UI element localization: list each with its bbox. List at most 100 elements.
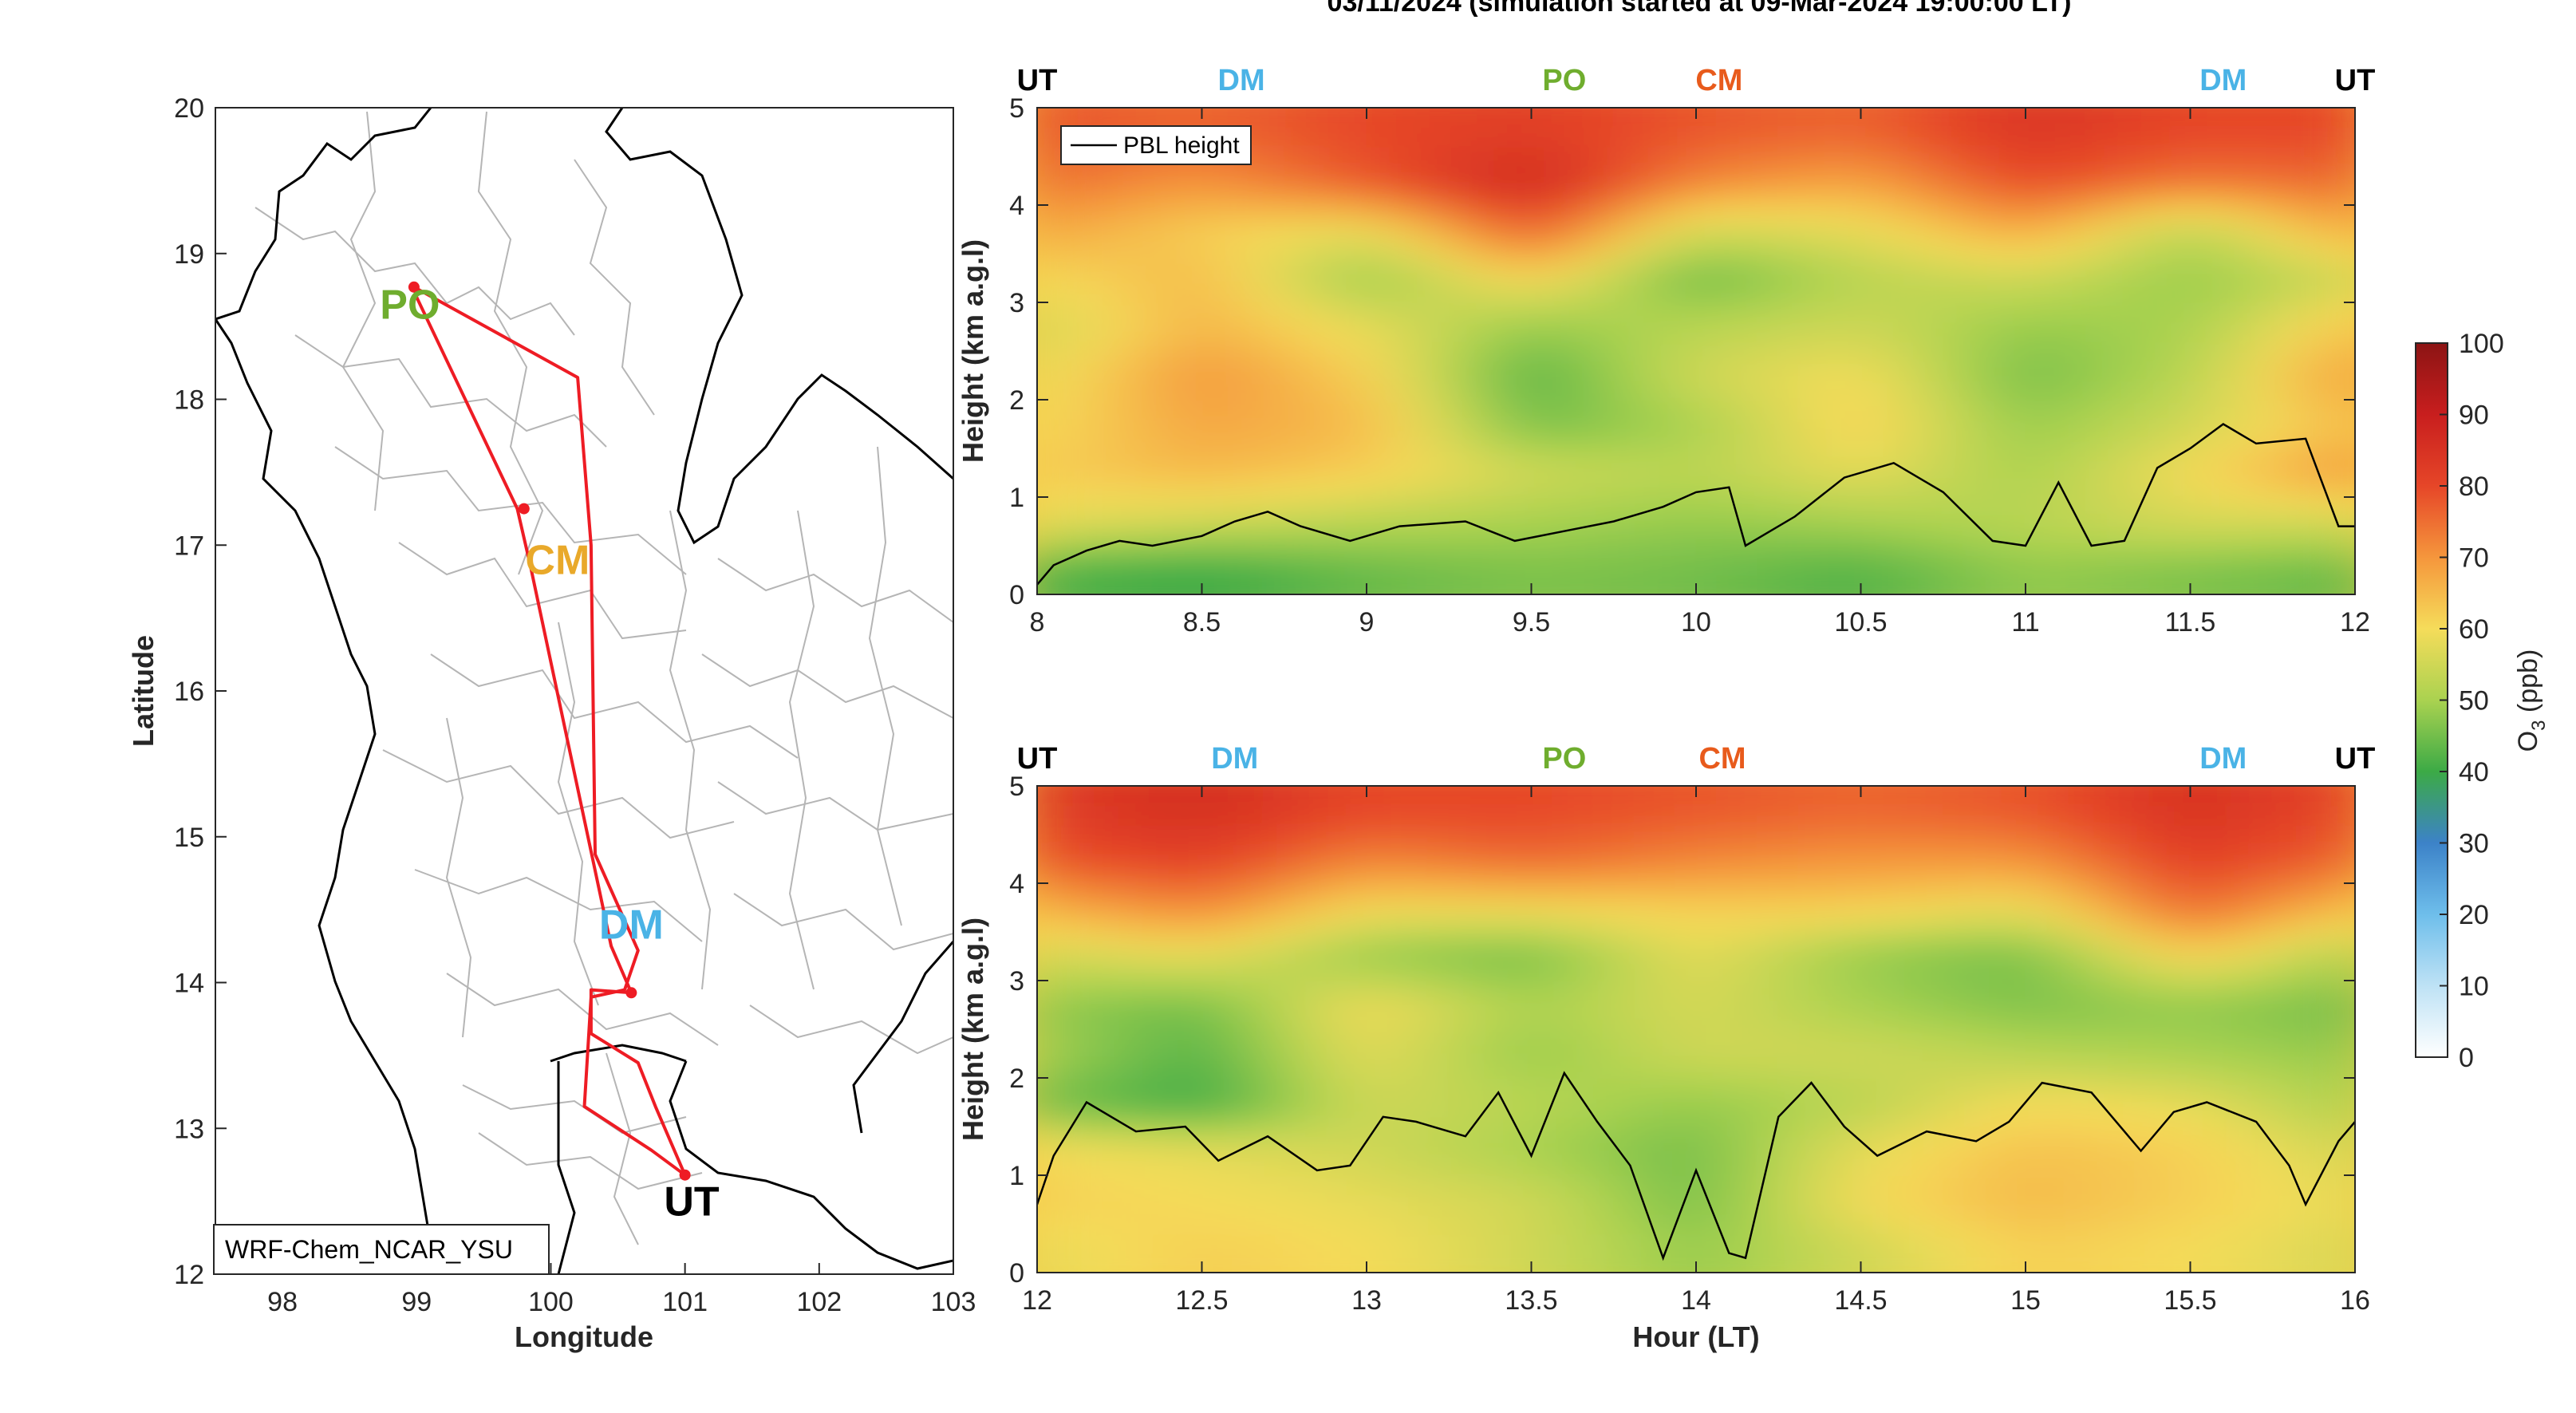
o3-cell	[2354, 496, 2355, 518]
o3-cell	[2086, 515, 2109, 537]
o3-cell	[2354, 902, 2355, 923]
o3-cell	[2293, 594, 2315, 614]
o3-cell	[2168, 843, 2191, 865]
o3-cell	[2148, 999, 2171, 1020]
o3-cell	[2128, 1057, 2150, 1079]
o3-cell	[1304, 108, 1327, 109]
o3-cell	[1201, 108, 1224, 128]
o3-cell	[1056, 1252, 1079, 1273]
o3-cell	[1963, 282, 1986, 303]
o3-cell	[1056, 843, 1079, 865]
o3-cell	[1077, 437, 1100, 460]
o3-cell	[1037, 515, 1038, 537]
o3-cell	[1201, 360, 1224, 381]
o3-cell	[1427, 1194, 1450, 1215]
y-tick-label: 0	[1009, 580, 1024, 610]
o3-cell	[1860, 1096, 1883, 1118]
o3-cell	[1037, 418, 1038, 440]
o3-cell	[2065, 1115, 2089, 1138]
o3-cell	[1592, 262, 1615, 284]
o3-cell	[1386, 399, 1409, 420]
o3-cell	[1427, 108, 1450, 109]
o3-cell	[1530, 360, 1553, 381]
o3-cell	[1448, 843, 1471, 865]
o3-cell	[1077, 184, 1100, 206]
o3-cell	[1654, 184, 1677, 206]
o3-cell	[1942, 321, 1965, 342]
o3-cell	[1777, 1154, 1801, 1176]
o3-cell	[1098, 843, 1121, 865]
o3-cell	[1901, 1018, 1923, 1040]
o3-cell	[1901, 360, 1923, 381]
o3-cell	[1860, 804, 1883, 826]
o3-cell	[2354, 418, 2355, 440]
o3-cell	[1530, 457, 1553, 479]
o3-cell	[2086, 282, 2109, 303]
o3-cell	[2045, 1213, 2068, 1235]
o3-cell	[2004, 184, 2026, 206]
o3-cell	[1201, 1018, 1224, 1040]
o3-cell	[1037, 960, 1059, 981]
o3-cell	[2313, 108, 2336, 128]
o3-cell	[1098, 921, 1121, 943]
o3-cell	[2210, 243, 2233, 265]
o3-cell	[2333, 862, 2355, 884]
o3-cell	[1963, 594, 1986, 614]
o3-cell	[1901, 804, 1923, 826]
o3-cell	[1489, 476, 1512, 498]
o3-cell	[1860, 496, 1883, 518]
o3-cell	[1489, 555, 1512, 576]
o3-cell	[1633, 379, 1656, 401]
o3-cell	[1612, 1213, 1635, 1235]
o3-cell	[2004, 1194, 2026, 1215]
o3-cell	[2292, 223, 2315, 245]
o3-cell	[1098, 476, 1121, 498]
o3-cell	[1262, 960, 1285, 981]
o3-cell	[1262, 379, 1285, 401]
o3-cell	[2148, 882, 2171, 904]
o3-cell	[2107, 555, 2130, 576]
o3-cell	[1530, 126, 1553, 148]
o3-cell	[1942, 262, 1965, 284]
o3-cell	[1098, 184, 1121, 206]
o3-cell	[1757, 165, 1780, 187]
o3-cell	[1304, 1115, 1327, 1138]
o3-cell	[2313, 1096, 2336, 1118]
o3-cell	[1715, 165, 1738, 187]
o3-cell	[1963, 262, 1986, 284]
o3-cell	[1551, 126, 1574, 148]
o3-cell	[1283, 999, 1306, 1020]
o3-cell	[2107, 902, 2130, 923]
o3-cell	[1448, 108, 1471, 128]
y-tick-label: 3	[1009, 288, 1024, 318]
o3-cell	[1612, 496, 1635, 518]
o3-cell	[2004, 223, 2026, 245]
o3-cell	[1715, 457, 1738, 479]
o3-cell	[1737, 594, 1759, 614]
o3-cell	[1159, 302, 1182, 323]
o3-cell	[1489, 302, 1512, 323]
o3-cell	[2065, 437, 2089, 460]
o3-cell	[1736, 457, 1759, 479]
o3-cell	[2107, 594, 2129, 614]
o3-cell	[1201, 921, 1224, 943]
o3-cell	[2271, 921, 2294, 943]
o3-cell	[1983, 843, 2006, 865]
o3-cell	[2251, 1018, 2274, 1040]
o3-cell	[1633, 1252, 1656, 1273]
o3-cell	[1530, 1038, 1553, 1060]
o3-cell	[1592, 1252, 1615, 1273]
o3-cell	[1736, 960, 1759, 981]
o3-cell	[1983, 321, 2006, 342]
o3-cell	[2271, 1233, 2294, 1254]
o3-cell	[1757, 594, 1779, 614]
o3-cell	[1551, 321, 1574, 342]
o3-cell	[1592, 921, 1615, 943]
o3-cell	[1221, 1115, 1245, 1138]
o3-cell	[1180, 1018, 1203, 1040]
o3-cell	[2045, 418, 2068, 440]
o3-cell	[1901, 843, 1923, 865]
o3-cell	[2128, 108, 2150, 109]
o3-cell	[1695, 1038, 1718, 1060]
o3-cell	[1242, 184, 1264, 206]
